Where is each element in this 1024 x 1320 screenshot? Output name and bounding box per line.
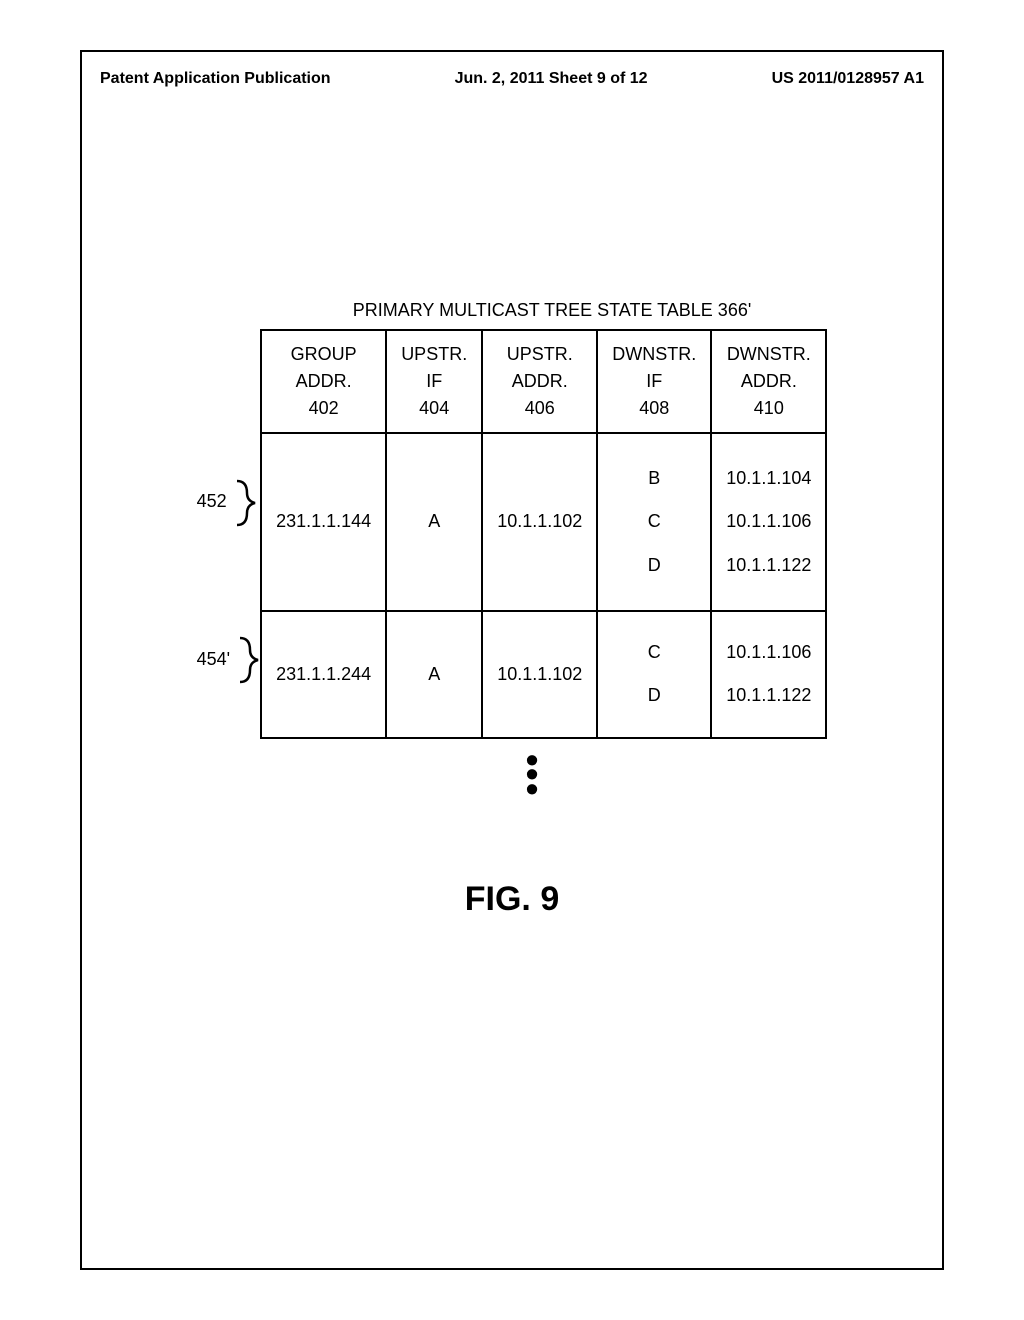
- col-header-dwnstr-if: DWNSTR. IF 408: [597, 330, 711, 433]
- cell-dwnstr-if: B C D: [597, 433, 711, 611]
- page-header: Patent Application Publication Jun. 2, 2…: [100, 70, 924, 88]
- table-title: PRIMARY MULTICAST TREE STATE TABLE 366': [180, 300, 924, 321]
- cell-value: 10.1.1.106: [726, 500, 811, 543]
- row-label-text: 454': [197, 649, 230, 670]
- row-label-text: 452: [197, 491, 227, 512]
- header-right: US 2011/0128957 A1: [772, 70, 924, 88]
- table-header-row: GROUP ADDR. 402 UPSTR. IF 404 UPSTR. ADD…: [261, 330, 826, 433]
- col-header-upstr-if: UPSTR. IF 404: [386, 330, 482, 433]
- brace-icon: [236, 634, 260, 684]
- cell-value: 10.1.1.104: [726, 457, 811, 500]
- cell-upstr-if: A: [386, 433, 482, 611]
- table-row: 231.1.1.244 A 10.1.1.102 C D 10.1.1.106 …: [261, 611, 826, 738]
- cell-value: 10.1.1.122: [726, 544, 811, 587]
- multicast-table: GROUP ADDR. 402 UPSTR. IF 404 UPSTR. ADD…: [260, 329, 827, 739]
- table-container: 452 454' GROUP ADDR. 402: [100, 329, 924, 739]
- col-header-upstr-addr: UPSTR. ADDR. 406: [482, 330, 597, 433]
- col-header-text: DWNSTR. IF 408: [612, 341, 696, 422]
- col-header-text: UPSTR. IF 404: [401, 341, 467, 422]
- cell-upstr-if: A: [386, 611, 482, 738]
- table-row: 231.1.1.144 A 10.1.1.102 B C D 10.1.1.10…: [261, 433, 826, 611]
- cell-value: D: [612, 544, 696, 587]
- figure-content: PRIMARY MULTICAST TREE STATE TABLE 366' …: [100, 300, 924, 796]
- row-label-454: 454': [197, 589, 260, 729]
- col-header-text: GROUP ADDR. 402: [276, 341, 371, 422]
- row-label-452: 452: [197, 424, 260, 579]
- brace-icon: [233, 477, 257, 527]
- header-left: Patent Application Publication: [100, 70, 331, 88]
- cell-value: C: [612, 500, 696, 543]
- cell-value: B: [612, 457, 696, 500]
- cell-value: 10.1.1.122: [726, 674, 811, 717]
- cell-group-addr: 231.1.1.144: [261, 433, 386, 611]
- col-header-text: UPSTR. ADDR. 406: [497, 341, 582, 422]
- col-header-group-addr: GROUP ADDR. 402: [261, 330, 386, 433]
- cell-upstr-addr: 10.1.1.102: [482, 611, 597, 738]
- cell-value: 10.1.1.106: [726, 631, 811, 674]
- cell-group-addr: 231.1.1.244: [261, 611, 386, 738]
- header-center: Jun. 2, 2011 Sheet 9 of 12: [455, 70, 648, 88]
- cell-upstr-addr: 10.1.1.102: [482, 433, 597, 611]
- cell-dwnstr-if: C D: [597, 611, 711, 738]
- cell-value: C: [612, 631, 696, 674]
- col-header-text: DWNSTR. ADDR. 410: [726, 341, 811, 422]
- cell-dwnstr-addr: 10.1.1.104 10.1.1.106 10.1.1.122: [711, 433, 826, 611]
- cell-dwnstr-addr: 10.1.1.106 10.1.1.122: [711, 611, 826, 738]
- col-header-dwnstr-addr: DWNSTR. ADDR. 410: [711, 330, 826, 433]
- row-labels: 452 454': [197, 329, 260, 739]
- ellipsis-icon: •••: [140, 753, 924, 796]
- cell-value: D: [612, 674, 696, 717]
- figure-label: FIG. 9: [0, 880, 1024, 919]
